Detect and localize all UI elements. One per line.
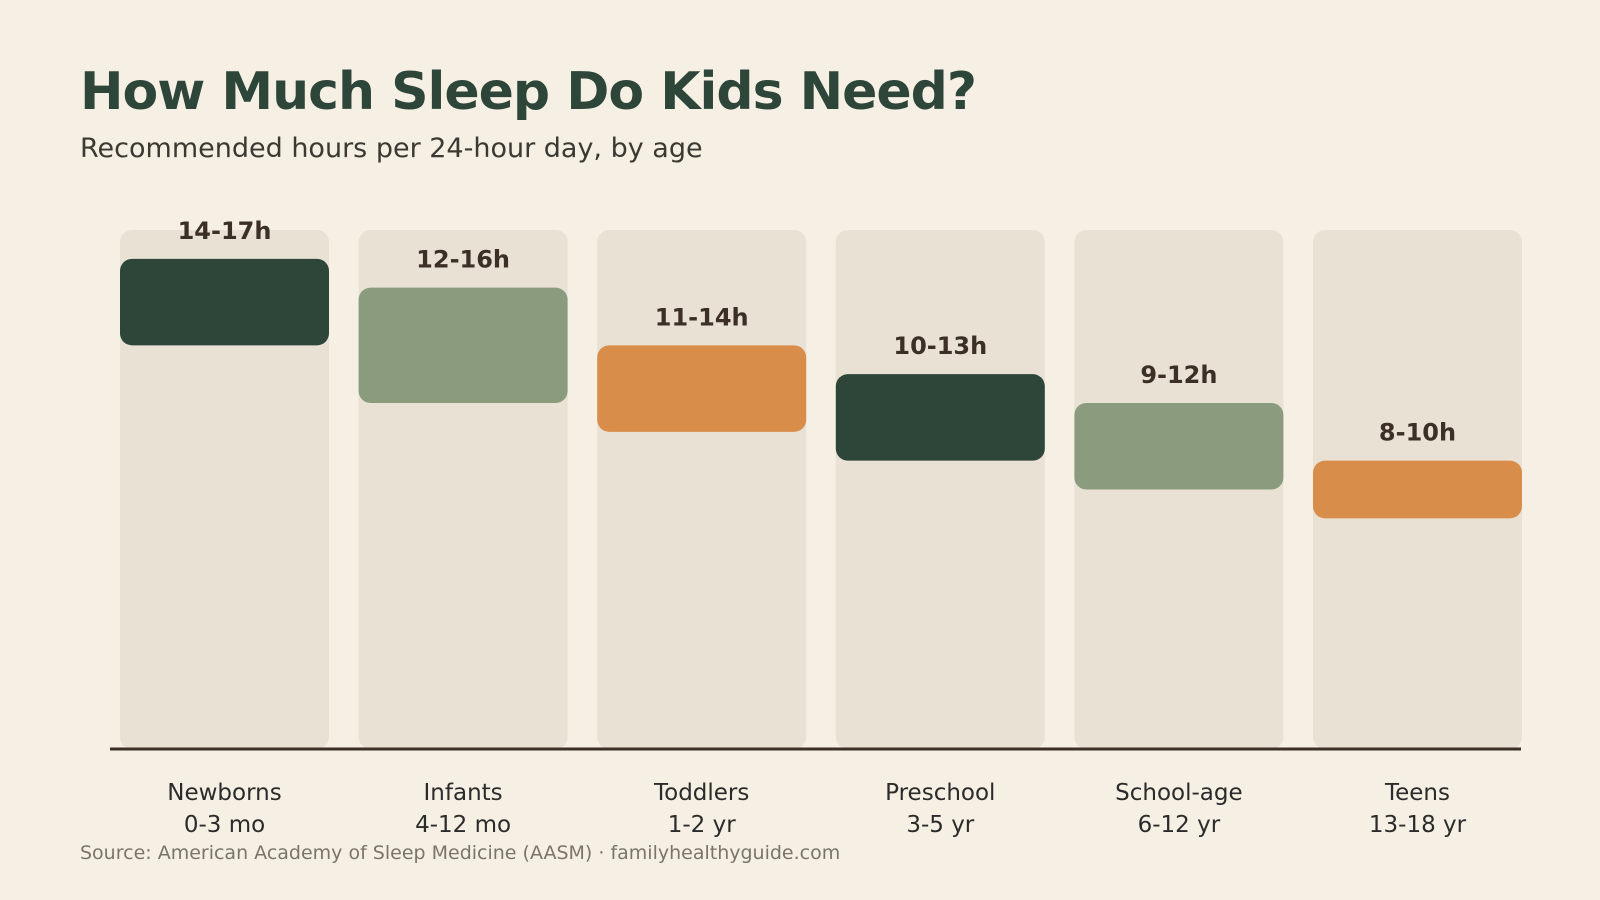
column-background bbox=[835, 230, 1045, 749]
category-age-label: 4-12 mo bbox=[415, 812, 511, 838]
category-age-label: 6-12 yr bbox=[1138, 812, 1221, 838]
category-label: Newborns bbox=[167, 780, 281, 806]
category-label: Infants bbox=[424, 780, 503, 806]
category-label: Toddlers bbox=[653, 780, 749, 806]
category-label: School-age bbox=[1115, 780, 1243, 806]
range-bar bbox=[1313, 460, 1522, 519]
category-age-label: 13-18 yr bbox=[1369, 812, 1467, 838]
category-label: Teens bbox=[1384, 780, 1450, 806]
range-label: 8-10h bbox=[1379, 419, 1456, 447]
range-label: 12-16h bbox=[416, 246, 510, 274]
category-age-label: 3-5 yr bbox=[906, 812, 974, 838]
range-label: 14-17h bbox=[178, 217, 272, 245]
chart-title: How Much Sleep Do Kids Need? bbox=[80, 62, 977, 122]
range-label: 10-13h bbox=[893, 332, 987, 360]
range-label: 9-12h bbox=[1140, 361, 1217, 389]
chart-subtitle: Recommended hours per 24-hour day, by ag… bbox=[80, 133, 703, 164]
range-bar bbox=[358, 287, 568, 403]
column-background bbox=[120, 230, 329, 749]
category-age-label: 1-2 yr bbox=[668, 812, 736, 838]
range-bar bbox=[597, 345, 807, 432]
range-bar bbox=[120, 258, 329, 346]
range-label: 11-14h bbox=[655, 303, 749, 331]
range-bar bbox=[1074, 403, 1284, 490]
category-label: Preschool bbox=[885, 780, 995, 806]
range-bar bbox=[835, 374, 1045, 461]
category-age-label: 0-3 mo bbox=[184, 812, 265, 838]
source-note: Source: American Academy of Sleep Medici… bbox=[80, 842, 841, 864]
